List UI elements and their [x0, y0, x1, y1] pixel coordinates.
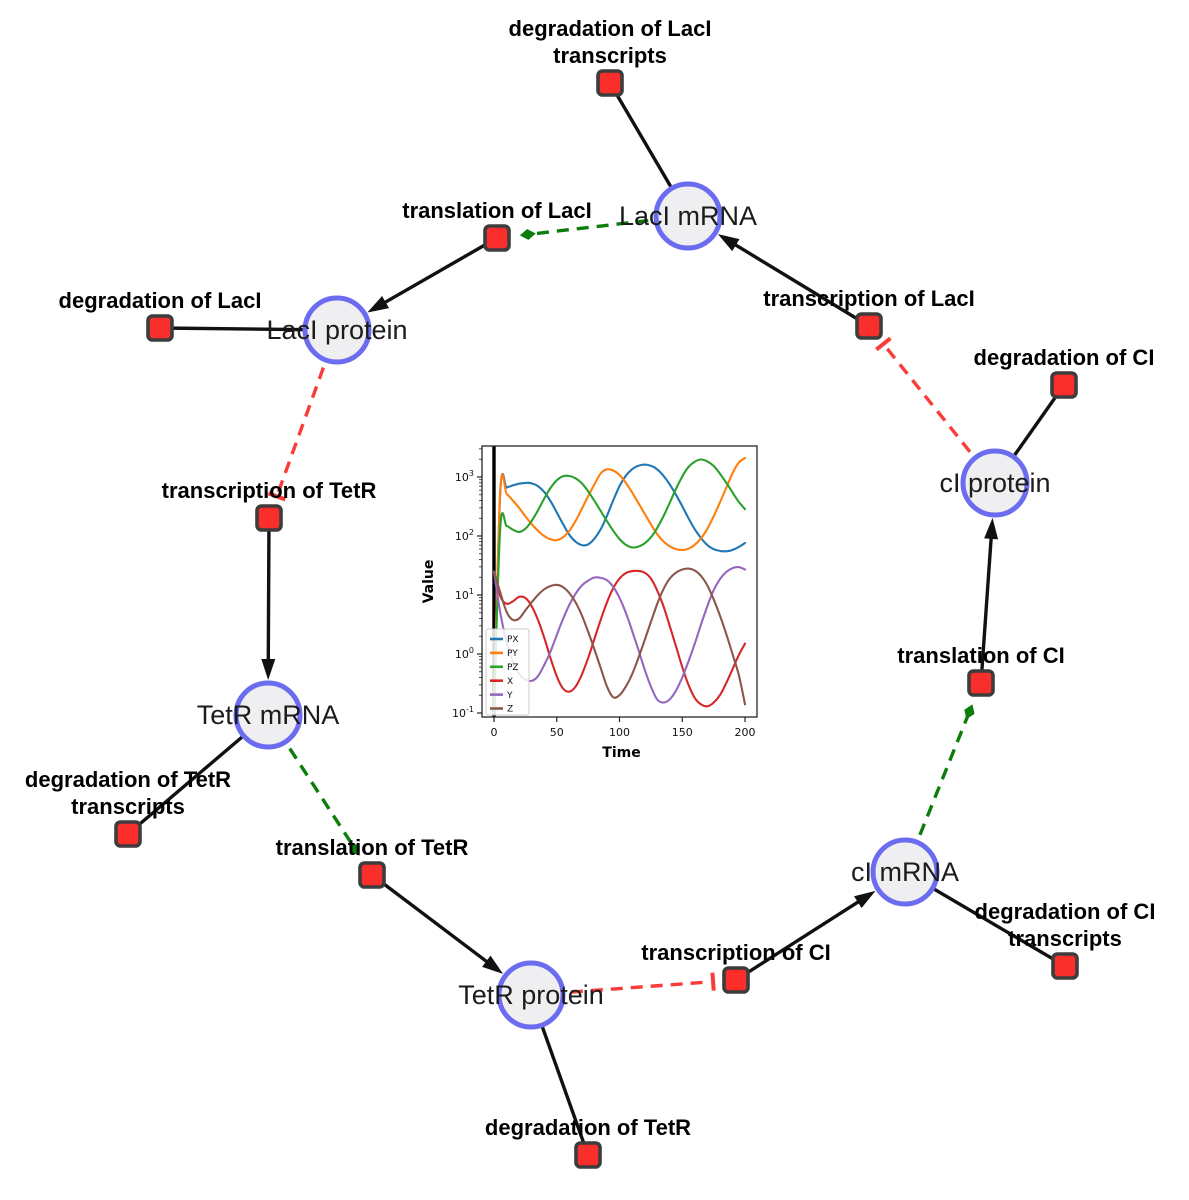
reaction-label-degradation-of-ci-transcripts: degradation of CI transcripts [975, 899, 1156, 951]
series-line-PY [492, 456, 747, 715]
reaction-node-translation-of-laci[interactable] [483, 224, 511, 252]
arrowhead-icon [717, 234, 740, 252]
species-label-ci-mrna: cI mRNA [851, 857, 959, 887]
species-layer [233, 181, 1030, 1030]
species-node-tetr-mrna[interactable] [233, 680, 303, 750]
species-node-ci-protein[interactable] [960, 448, 1030, 518]
modifier-diamond-icon [964, 704, 975, 720]
species-node-tetr-protein[interactable] [496, 960, 566, 1030]
edge-product--translation-of-laci--laci-protein [367, 236, 498, 313]
arrowhead-icon [367, 296, 390, 313]
legend-label-Y: Y [506, 691, 513, 701]
reaction-node-degradation-of-tetr-transcripts[interactable] [114, 820, 142, 848]
reaction-node-degradation-of-laci-transcripts[interactable] [596, 69, 624, 97]
edge-product--translation-of-ci--ci-protein [979, 517, 999, 684]
reaction-node-transcription-of-tetr[interactable] [255, 504, 283, 532]
arrowhead-icon [482, 955, 504, 974]
reaction-node-translation-of-tetr[interactable] [358, 861, 386, 889]
species-label-tetr-mrna: TetR mRNA [197, 700, 340, 730]
reaction-label-degradation-of-laci: degradation of LacI [59, 288, 262, 313]
arrowhead-icon [984, 517, 999, 540]
x-tick-label: 50 [550, 726, 564, 739]
species-label-laci-protein: LacI protein [266, 315, 407, 345]
chart-legend: PX PY PZ XYZ [485, 628, 530, 716]
series-line-X [492, 569, 747, 708]
arrowhead-icon [261, 658, 276, 681]
series-line-Y [492, 566, 747, 704]
edge-product--transcription-of-laci--laci-mrna [717, 234, 870, 328]
inhibition-tbar-icon [267, 491, 286, 502]
reaction-node-degradation-of-laci[interactable] [146, 314, 174, 342]
modifier-diamond-icon [350, 842, 360, 856]
reaction-node-degradation-of-ci[interactable] [1050, 371, 1078, 399]
x-tick-label: 200 [735, 726, 756, 739]
reaction-label-translation-of-laci: translation of LacI [402, 198, 591, 223]
label-layer: degradation of LacI transcripts translatio… [25, 16, 1156, 1140]
legend-label-Z: Z [507, 705, 513, 715]
reaction-node-translation-of-ci[interactable] [967, 669, 995, 697]
x-tick-label: 100 [609, 726, 630, 739]
reaction-node-degradation-of-tetr[interactable] [574, 1141, 602, 1169]
x-tick-label: 0 [491, 726, 498, 739]
species-label-ci-protein: cI protein [939, 468, 1050, 498]
reaction-label-translation-of-tetr: translation of TetR [276, 835, 469, 860]
edge-product--transcription-of-tetr--tetr-mrna [261, 517, 276, 681]
species-node-ci-mrna[interactable] [870, 837, 940, 907]
modifier-diamond-icon [519, 228, 536, 240]
species-node-laci-protein[interactable] [302, 295, 372, 365]
legend-label-PZ: PZ [507, 663, 519, 673]
edge-product--translation-of-tetr--tetr-protein [370, 873, 504, 974]
series-line-PX [492, 463, 747, 715]
arrowhead-icon [854, 890, 876, 909]
reaction-label-transcription-of-tetr: transcription of TetR [162, 478, 377, 503]
species-node-laci-mrna[interactable] [653, 181, 723, 251]
reaction-label-transcription-of-ci: transcription of CI [641, 940, 830, 965]
reaction-node-transcription-of-ci[interactable] [722, 966, 750, 994]
chart-frame [481, 445, 758, 718]
reaction-label-degradation-of-tetr: degradation of TetR [485, 1115, 691, 1140]
species-label-tetr-protein: TetR protein [458, 980, 604, 1010]
edge-product--transcription-of-ci--ci-mrna [735, 890, 876, 982]
series-line-PZ [492, 458, 747, 715]
reaction-node-transcription-of-laci[interactable] [855, 312, 883, 340]
legend-label-PX: PX [507, 635, 519, 645]
legend-label-PY: PY [507, 649, 518, 659]
legend-label-X: X [507, 677, 513, 687]
y-axis-label: Value [421, 560, 437, 604]
series-layer [492, 456, 747, 715]
series-line-Z [492, 567, 747, 706]
reaction-label-degradation-of-ci: degradation of CI [974, 345, 1155, 370]
x-tick-label: 150 [672, 726, 693, 739]
inhibition-tbar-icon [875, 336, 892, 352]
inhibition-tbar-icon [710, 972, 716, 991]
reaction-layer [114, 69, 1079, 1169]
species-label-laci-mrna: LacI mRNA [619, 201, 757, 231]
reaction-label-translation-of-ci: translation of CI [897, 643, 1064, 668]
x-axis-label: Time [602, 745, 640, 761]
reaction-label-degradation-of-tetr-transcripts: degradation of TetR transcripts [25, 767, 231, 819]
reaction-label-degradation-of-laci-transcripts: degradation of LacI transcripts [509, 16, 712, 68]
reaction-node-degradation-of-ci-transcripts[interactable] [1051, 952, 1079, 980]
reaction-label-transcription-of-laci: transcription of LacI [763, 286, 974, 311]
